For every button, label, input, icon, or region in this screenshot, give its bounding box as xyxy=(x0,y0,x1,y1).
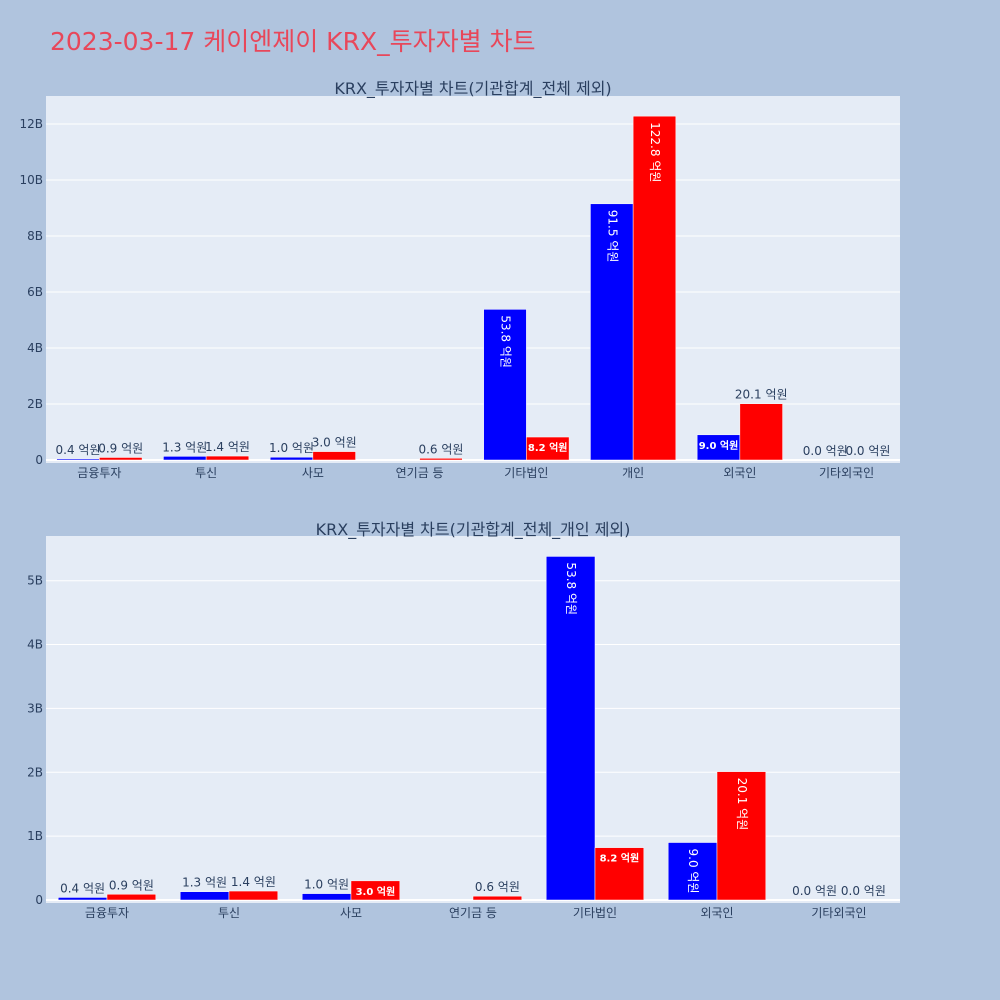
chart1-bar xyxy=(632,115,677,461)
chart1-data-label: 0.6 억원 xyxy=(418,442,463,456)
chart1-xtick-label: 사모 xyxy=(302,466,324,480)
chart1-group: 0 2B 4B 6B 8B 10B 12B KRX_투자자별 차트(기관합계_전체 제외) 금융… xyxy=(19,79,900,480)
chart2-data-label: 0.6 억원 xyxy=(475,880,520,894)
chart1-xtick-label: 기타법인 xyxy=(504,466,548,480)
chart2-xtick-label: 기타외국인 xyxy=(811,906,866,920)
chart2-data-label: 9.0 억원 xyxy=(686,849,700,894)
chart2-ytick-label: 5B xyxy=(27,574,43,588)
chart1-data-label: 20.1 억원 xyxy=(735,388,788,402)
chart2-bar xyxy=(350,880,401,901)
chart2-xtick-label: 기타법인 xyxy=(573,906,617,920)
chart2-bar xyxy=(106,894,157,901)
chart2-xtick-label: 사모 xyxy=(340,906,362,920)
chart1-data-label: 0.0 억원 xyxy=(845,444,890,458)
chart2-bar xyxy=(472,895,523,901)
chart2-ytick-label: 4B xyxy=(27,638,43,652)
chart1-data-label: 1.0 억원 xyxy=(269,441,314,455)
chart1-xtick-label: 기타외국인 xyxy=(819,466,874,480)
chart1-bar xyxy=(590,203,634,461)
chart1-ytick-label: 0 xyxy=(35,453,43,467)
chart2-data-label: 0.0 억원 xyxy=(841,884,886,898)
chart2-bar xyxy=(179,891,230,901)
chart2-ytick-label: 1B xyxy=(27,829,43,843)
chart1-plot-area xyxy=(46,96,900,463)
chart1-xtick-label: 투신 xyxy=(195,466,217,480)
chart1-data-label: 122.8 억원 xyxy=(648,122,662,182)
chart2-bar xyxy=(594,847,645,901)
chart1-data-label: 3.0 억원 xyxy=(312,436,357,450)
chart2-ytick-label: 2B xyxy=(27,765,43,779)
chart2-title: KRX_투자자별 차트(기관합계_전체_개인 제외) xyxy=(316,520,631,540)
chart2-xtick-label: 투신 xyxy=(218,906,240,920)
chart1-data-label: 91.5 억원 xyxy=(605,210,619,263)
chart1-title: KRX_투자자별 차트(기관합계_전체 제외) xyxy=(334,79,611,99)
chart2-bar xyxy=(228,890,279,901)
chart1-bar xyxy=(269,456,314,461)
chart1-ytick-label: 12B xyxy=(19,117,43,131)
chart2-data-label: 53.8 억원 xyxy=(564,562,578,615)
chart1-ytick-label: 10B xyxy=(19,173,43,187)
chart1-data-label: 0.9 억원 xyxy=(98,441,143,455)
chart2-bar xyxy=(57,897,108,901)
chart1-xtick-label: 금융투자 xyxy=(77,466,121,480)
chart2-plot-area xyxy=(46,536,900,903)
chart2-data-label: 1.3 억원 xyxy=(182,876,227,890)
chart1-xtick-label: 연기금 등 xyxy=(396,466,444,480)
chart2-data-label: 1.0 억원 xyxy=(304,878,349,892)
chart2-xtick-label: 연기금 등 xyxy=(449,906,497,920)
chart1-bar xyxy=(205,455,250,461)
chart1-bar xyxy=(739,403,783,461)
chart1-bar xyxy=(483,309,527,461)
chart1-bar xyxy=(312,451,356,461)
chart2-ytick-label: 0 xyxy=(35,893,43,907)
chart2-bar xyxy=(716,771,767,901)
chart2-group: 0 1B 2B 3B 4B 5B KRX_투자자별 차트(기관합계_전체_개인 제외) 금융투… xyxy=(27,520,900,920)
chart1-bar xyxy=(419,458,463,461)
chart1-bar xyxy=(696,434,741,461)
chart2-bar xyxy=(667,842,718,901)
chart1-bar xyxy=(56,458,100,461)
chart1-data-label: 1.4 억원 xyxy=(205,440,250,454)
chart2-data-label: 20.1 억원 xyxy=(735,778,749,831)
chart1-data-label: 0.4 억원 xyxy=(56,443,101,457)
chart1-data-label: 0.0 억원 xyxy=(803,444,848,458)
chart1-bar xyxy=(526,436,570,461)
chart1-data-label: 9.0 억원 xyxy=(699,439,739,452)
chart2-data-label: 3.0 억원 xyxy=(356,885,396,898)
chart1-bar xyxy=(163,456,207,461)
chart2-data-label: 1.4 억원 xyxy=(231,875,276,889)
chart1-data-label: 1.3 억원 xyxy=(162,440,207,454)
chart2-data-label: 0.0 억원 xyxy=(792,884,837,898)
page-title: 2023-03-17 케이엔제이 KRX_투자자별 차트 xyxy=(50,27,536,56)
chart1-ytick-label: 4B xyxy=(27,341,43,355)
chart2-data-label: 0.9 억원 xyxy=(109,878,154,892)
chart2-data-label: 8.2 억원 xyxy=(600,852,640,865)
chart1-xtick-label: 외국인 xyxy=(723,466,756,480)
chart1-ytick-label: 6B xyxy=(27,285,43,299)
chart2-xtick-label: 금융투자 xyxy=(85,906,129,920)
chart2-ytick-label: 3B xyxy=(27,701,43,715)
chart1-bar xyxy=(99,457,143,461)
chart2-xtick-label: 외국인 xyxy=(700,906,733,920)
chart1-xtick-label: 개인 xyxy=(622,466,644,480)
chart2-data-label: 0.4 억원 xyxy=(60,881,105,895)
chart2-bar xyxy=(545,556,596,901)
chart1-ytick-label: 2B xyxy=(27,397,43,411)
chart1-data-label: 53.8 억원 xyxy=(499,315,513,368)
chart1-ytick-label: 8B xyxy=(27,229,43,243)
chart2-bar xyxy=(301,893,352,901)
chart1-data-label: 8.2 억원 xyxy=(528,441,568,454)
